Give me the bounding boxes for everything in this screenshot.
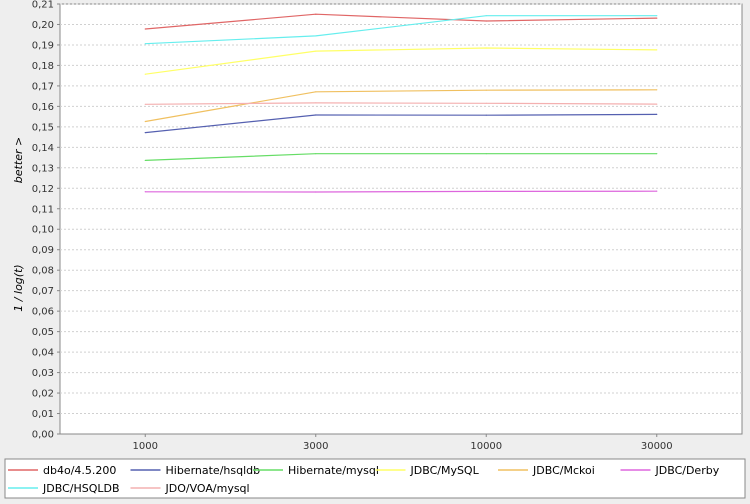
y-tick-label: 0,03 [32, 368, 54, 379]
y-tick-label: 0,07 [32, 286, 54, 297]
series-line [145, 113, 657, 134]
data-point [485, 153, 487, 155]
series-line [145, 102, 657, 105]
y-tick-label: 0,09 [32, 245, 54, 256]
data-point [656, 113, 658, 115]
series-line [145, 153, 657, 161]
data-point [144, 73, 146, 75]
data-point [144, 28, 146, 30]
y-tick-label: 0,02 [32, 389, 54, 400]
data-point [485, 89, 487, 91]
legend-label: JDO/VOA/mysql [165, 482, 250, 495]
y-tick-label: 0,12 [32, 184, 54, 195]
y-axis-ticks: 0,00 0,01 0,02 0,03 0,04 0,05 0,06 0,07 0,08 0,09… [32, 0, 60, 441]
data-point [144, 131, 146, 134]
data-point [315, 50, 317, 52]
legend-item: JDBC/HSQLDB [8, 482, 120, 495]
data-point [144, 103, 146, 105]
y-tick-label: 0,04 [32, 348, 54, 359]
legend-label: db4o/4.5.200 [43, 464, 116, 477]
x-tick-label: 1000 [133, 441, 158, 452]
data-point [485, 102, 487, 104]
data-point [144, 120, 146, 123]
data-point [144, 43, 146, 45]
data-point [656, 17, 658, 19]
y-tick-label: 0,15 [32, 122, 54, 133]
y-tick-label: 0,06 [32, 307, 54, 318]
data-point [315, 35, 317, 37]
x-tick-label: 3000 [303, 441, 328, 452]
y-tick-label: 0,16 [32, 102, 54, 113]
data-point [656, 103, 658, 105]
plot-area [59, 3, 743, 435]
data-point [485, 47, 487, 49]
data-point [315, 114, 317, 116]
data-point [315, 191, 317, 193]
legend-label: JDBC/Mckoi [532, 464, 595, 477]
data-point [485, 20, 487, 22]
data-point [485, 15, 487, 17]
y-tick-label: 0,08 [32, 266, 54, 277]
data-point [315, 153, 317, 155]
series-line [145, 190, 657, 193]
legend-item: JDBC/Derby [620, 464, 720, 477]
y-tick-label: 0,21 [32, 0, 54, 11]
data-point [656, 190, 658, 192]
y-tick-label: 0,01 [32, 409, 54, 420]
legend-item: Hibernate/mysql [253, 464, 379, 477]
legend-label: JDBC/Derby [655, 464, 720, 477]
y-tick-label: 0,20 [32, 20, 54, 31]
data-point [315, 102, 317, 104]
legend-item: db4o/4.5.200 [8, 464, 116, 477]
data-point [656, 89, 658, 91]
data-point [656, 15, 658, 17]
y-tick-label: 0,14 [32, 143, 54, 154]
grid-lines [60, 3, 742, 415]
legend-item: JDBC/Mckoi [498, 464, 595, 477]
series-lines [144, 13, 658, 193]
legend-item: Hibernate/hsqldb [130, 464, 261, 477]
y-tick-label: 0,19 [32, 40, 54, 51]
y-axis-note: better > [12, 137, 25, 183]
x-tick-label: 30000 [641, 441, 673, 452]
y-tick-label: 0,00 [32, 430, 54, 441]
y-axis-label: 1 / log(t) [12, 264, 25, 311]
y-tick-label: 0,11 [32, 204, 54, 215]
data-point [315, 13, 317, 15]
y-tick-label: 0,05 [32, 327, 54, 338]
x-tick-label: 10000 [470, 441, 502, 452]
data-point [656, 49, 658, 51]
data-point [144, 159, 146, 162]
series-line [145, 47, 657, 75]
data-point [485, 114, 487, 116]
data-point [485, 190, 487, 192]
series-line [145, 13, 657, 30]
legend-label: Hibernate/mysql [288, 464, 379, 477]
legend-item: JDBC/MySQL [375, 464, 480, 477]
legend: db4o/4.5.200 Hibernate/hsqldb Hibernate/my… [8, 464, 720, 495]
legend-item: JDO/VOA/mysql [130, 482, 250, 495]
legend-label: JDBC/MySQL [410, 464, 480, 477]
series-line [145, 89, 657, 123]
x-axis-ticks: 1000 3000 10000 30000 [133, 434, 673, 452]
y-tick-label: 0,18 [32, 61, 54, 72]
series-line [145, 15, 657, 45]
y-tick-label: 0,13 [32, 163, 54, 174]
legend-label: JDBC/HSQLDB [42, 482, 120, 495]
data-point [144, 191, 146, 193]
y-tick-label: 0,17 [32, 81, 54, 92]
legend-label: Hibernate/hsqldb [166, 464, 261, 477]
y-tick-label: 0,10 [32, 225, 54, 236]
data-point [656, 153, 658, 155]
legend-box [4, 458, 746, 499]
data-point [315, 91, 317, 93]
